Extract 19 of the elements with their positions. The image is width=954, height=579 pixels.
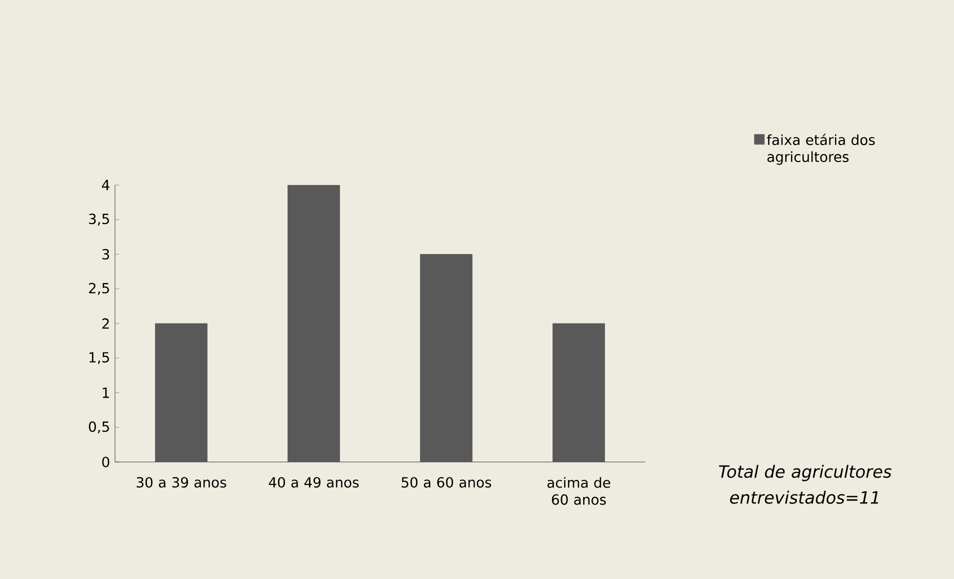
- x-tick-label: 40 a 49 anos: [268, 477, 359, 488]
- bar: [420, 254, 472, 462]
- y-tick-label: 3: [102, 248, 110, 260]
- bar: [155, 323, 208, 462]
- bar: [288, 184, 340, 462]
- y-tick-label: 4: [102, 180, 110, 190]
- bar: [552, 323, 605, 462]
- y-tick-label: 2,5: [88, 282, 109, 295]
- x-tick-label: 30 a 39 anos: [136, 477, 226, 488]
- x-tick-label: acima de 60 anos: [547, 477, 610, 505]
- text: Total de agricultores entrevistados=11: [718, 464, 892, 504]
- y-tick-label: 0: [102, 456, 110, 468]
- y-tick-label: 0,5: [88, 421, 109, 434]
- y-tick-label: 3,5: [89, 214, 109, 226]
- y-tick-label: 1,5: [90, 352, 109, 364]
- y-tick-label: 2: [102, 318, 109, 329]
- y-tick-label: 1: [102, 388, 109, 398]
- legend-label: faixa etária dos agricultores: [766, 134, 875, 165]
- x-tick-label: 50 a 60 anos: [402, 477, 492, 488]
